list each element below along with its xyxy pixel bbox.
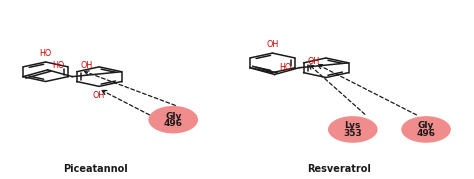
Text: Resveratrol: Resveratrol <box>307 164 371 173</box>
Text: 353: 353 <box>344 129 362 138</box>
Text: OH: OH <box>92 91 104 100</box>
Text: HO: HO <box>39 49 52 57</box>
Text: OH: OH <box>81 61 93 70</box>
Ellipse shape <box>148 106 198 134</box>
Text: Piceatannol: Piceatannol <box>63 164 128 173</box>
Text: 496: 496 <box>417 129 436 138</box>
Text: HO: HO <box>52 61 64 71</box>
Text: OH: OH <box>307 57 319 66</box>
Text: OH: OH <box>266 40 279 49</box>
Ellipse shape <box>401 116 451 143</box>
Text: Gly: Gly <box>165 112 182 121</box>
Text: Lys: Lys <box>345 121 361 130</box>
Text: Gly: Gly <box>418 121 434 130</box>
Text: 496: 496 <box>164 119 182 128</box>
Text: HO: HO <box>279 63 291 72</box>
Ellipse shape <box>328 116 378 143</box>
